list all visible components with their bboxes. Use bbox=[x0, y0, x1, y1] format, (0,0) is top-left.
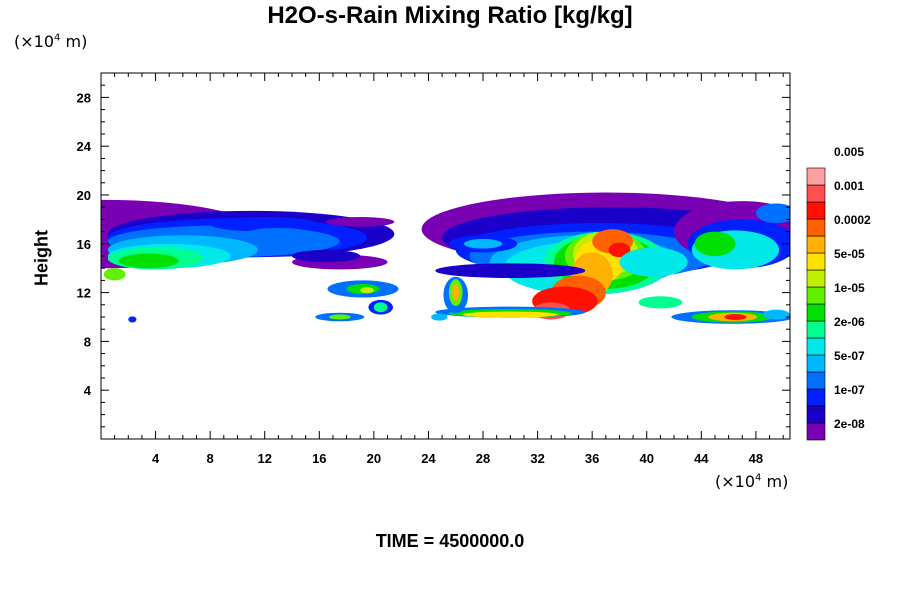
contour-patch-b8 bbox=[118, 253, 179, 269]
contour-patch-p5 bbox=[373, 302, 388, 313]
x-tick-label: 4 bbox=[152, 451, 160, 466]
colorbar-swatch bbox=[806, 201, 826, 220]
contour-patch-r17 bbox=[608, 242, 631, 258]
x-tick-label: 8 bbox=[207, 451, 214, 466]
colorbar-swatch bbox=[806, 269, 826, 288]
colorbar-label: 5e-07 bbox=[834, 349, 865, 363]
y-tick-label: 8 bbox=[84, 334, 91, 349]
contour-patch-b9 bbox=[103, 268, 126, 281]
contour-patch-q6 bbox=[452, 284, 460, 302]
contour-patch-b13 bbox=[292, 249, 361, 263]
x-tick-label: 20 bbox=[367, 451, 381, 466]
colorbar-swatch bbox=[806, 371, 826, 390]
colorbar-swatch bbox=[806, 320, 826, 339]
colorbar-swatch bbox=[806, 388, 826, 407]
y-tick-label: 12 bbox=[77, 286, 91, 301]
x-tick-label: 40 bbox=[640, 451, 654, 466]
colorbar-swatch bbox=[806, 167, 826, 186]
contour-fields bbox=[101, 192, 790, 324]
colorbar-label: 5e-05 bbox=[834, 247, 865, 261]
y-tick-label: 16 bbox=[77, 237, 91, 252]
colorbar-swatch bbox=[806, 286, 826, 305]
contour-patch-r21 bbox=[619, 247, 688, 277]
contour-patch-r25 bbox=[694, 231, 736, 256]
chart-title: H2O-s-Rain Mixing Ratio [kg/kg] bbox=[267, 2, 633, 29]
colorbar-label: 1e-05 bbox=[834, 281, 865, 295]
colorbar: 2e-08 1e-07 5e-07 2e-06 1e-05 5e-05 0.0002 0.00… bbox=[806, 145, 871, 441]
contour-patch-q11 bbox=[724, 313, 747, 321]
colorbar-swatch bbox=[806, 405, 826, 424]
colorbar-label: 1e-07 bbox=[834, 383, 865, 397]
contour-patch-q14 bbox=[128, 316, 137, 323]
colorbar-label: 0.0002 bbox=[834, 213, 871, 227]
contour-patch-p7 bbox=[328, 314, 351, 320]
contour-patch-b14 bbox=[326, 216, 395, 227]
colorbar-label: 0.001 bbox=[834, 179, 864, 193]
colorbar-label: 2e-08 bbox=[834, 417, 865, 431]
colorbar-swatch bbox=[806, 303, 826, 322]
colorbar-swatch bbox=[806, 252, 826, 271]
colorbar-swatch bbox=[806, 218, 826, 237]
x-tick-label: 48 bbox=[749, 451, 763, 466]
contour-patch-b10 bbox=[210, 216, 320, 232]
colorbar-swatch bbox=[806, 337, 826, 356]
x-tick-label: 24 bbox=[421, 451, 436, 466]
x-tick-label: 12 bbox=[257, 451, 271, 466]
x-tick-label: 28 bbox=[476, 451, 490, 466]
x-tick-label: 16 bbox=[312, 451, 326, 466]
x-tick-label: 44 bbox=[694, 451, 709, 466]
colorbar-label: 2e-06 bbox=[834, 315, 865, 329]
y-tick-label: 4 bbox=[84, 383, 92, 398]
contour-patch-q7 bbox=[638, 296, 683, 309]
contour-patch-r19 bbox=[463, 238, 503, 249]
x-tick-label: 36 bbox=[585, 451, 599, 466]
x-axis-unit: (×104 m) bbox=[715, 472, 789, 491]
time-label: TIME = 4500000.0 bbox=[375, 531, 525, 551]
contour-patch-r26 bbox=[755, 203, 790, 224]
colorbar-swatch bbox=[806, 184, 826, 203]
colorbar-swatch bbox=[806, 235, 826, 254]
contour-patch-b11 bbox=[244, 227, 313, 241]
y-axis-unit: (×104 m) bbox=[14, 32, 88, 51]
colorbar-label: 0.005 bbox=[834, 145, 864, 159]
contour-patch-q13 bbox=[431, 313, 448, 321]
y-tick-label: 28 bbox=[77, 90, 91, 105]
contour-patch-r20 bbox=[435, 263, 586, 278]
y-tick-label: 20 bbox=[77, 188, 91, 203]
colorbar-swatch bbox=[806, 422, 826, 441]
y-tick-label: 24 bbox=[77, 139, 92, 154]
colorbar-swatch bbox=[806, 354, 826, 373]
contour-patch-p3 bbox=[360, 287, 374, 294]
contour-patch-q12 bbox=[762, 309, 790, 320]
contour-patch-q3 bbox=[462, 311, 559, 318]
x-tick-label: 32 bbox=[530, 451, 544, 466]
